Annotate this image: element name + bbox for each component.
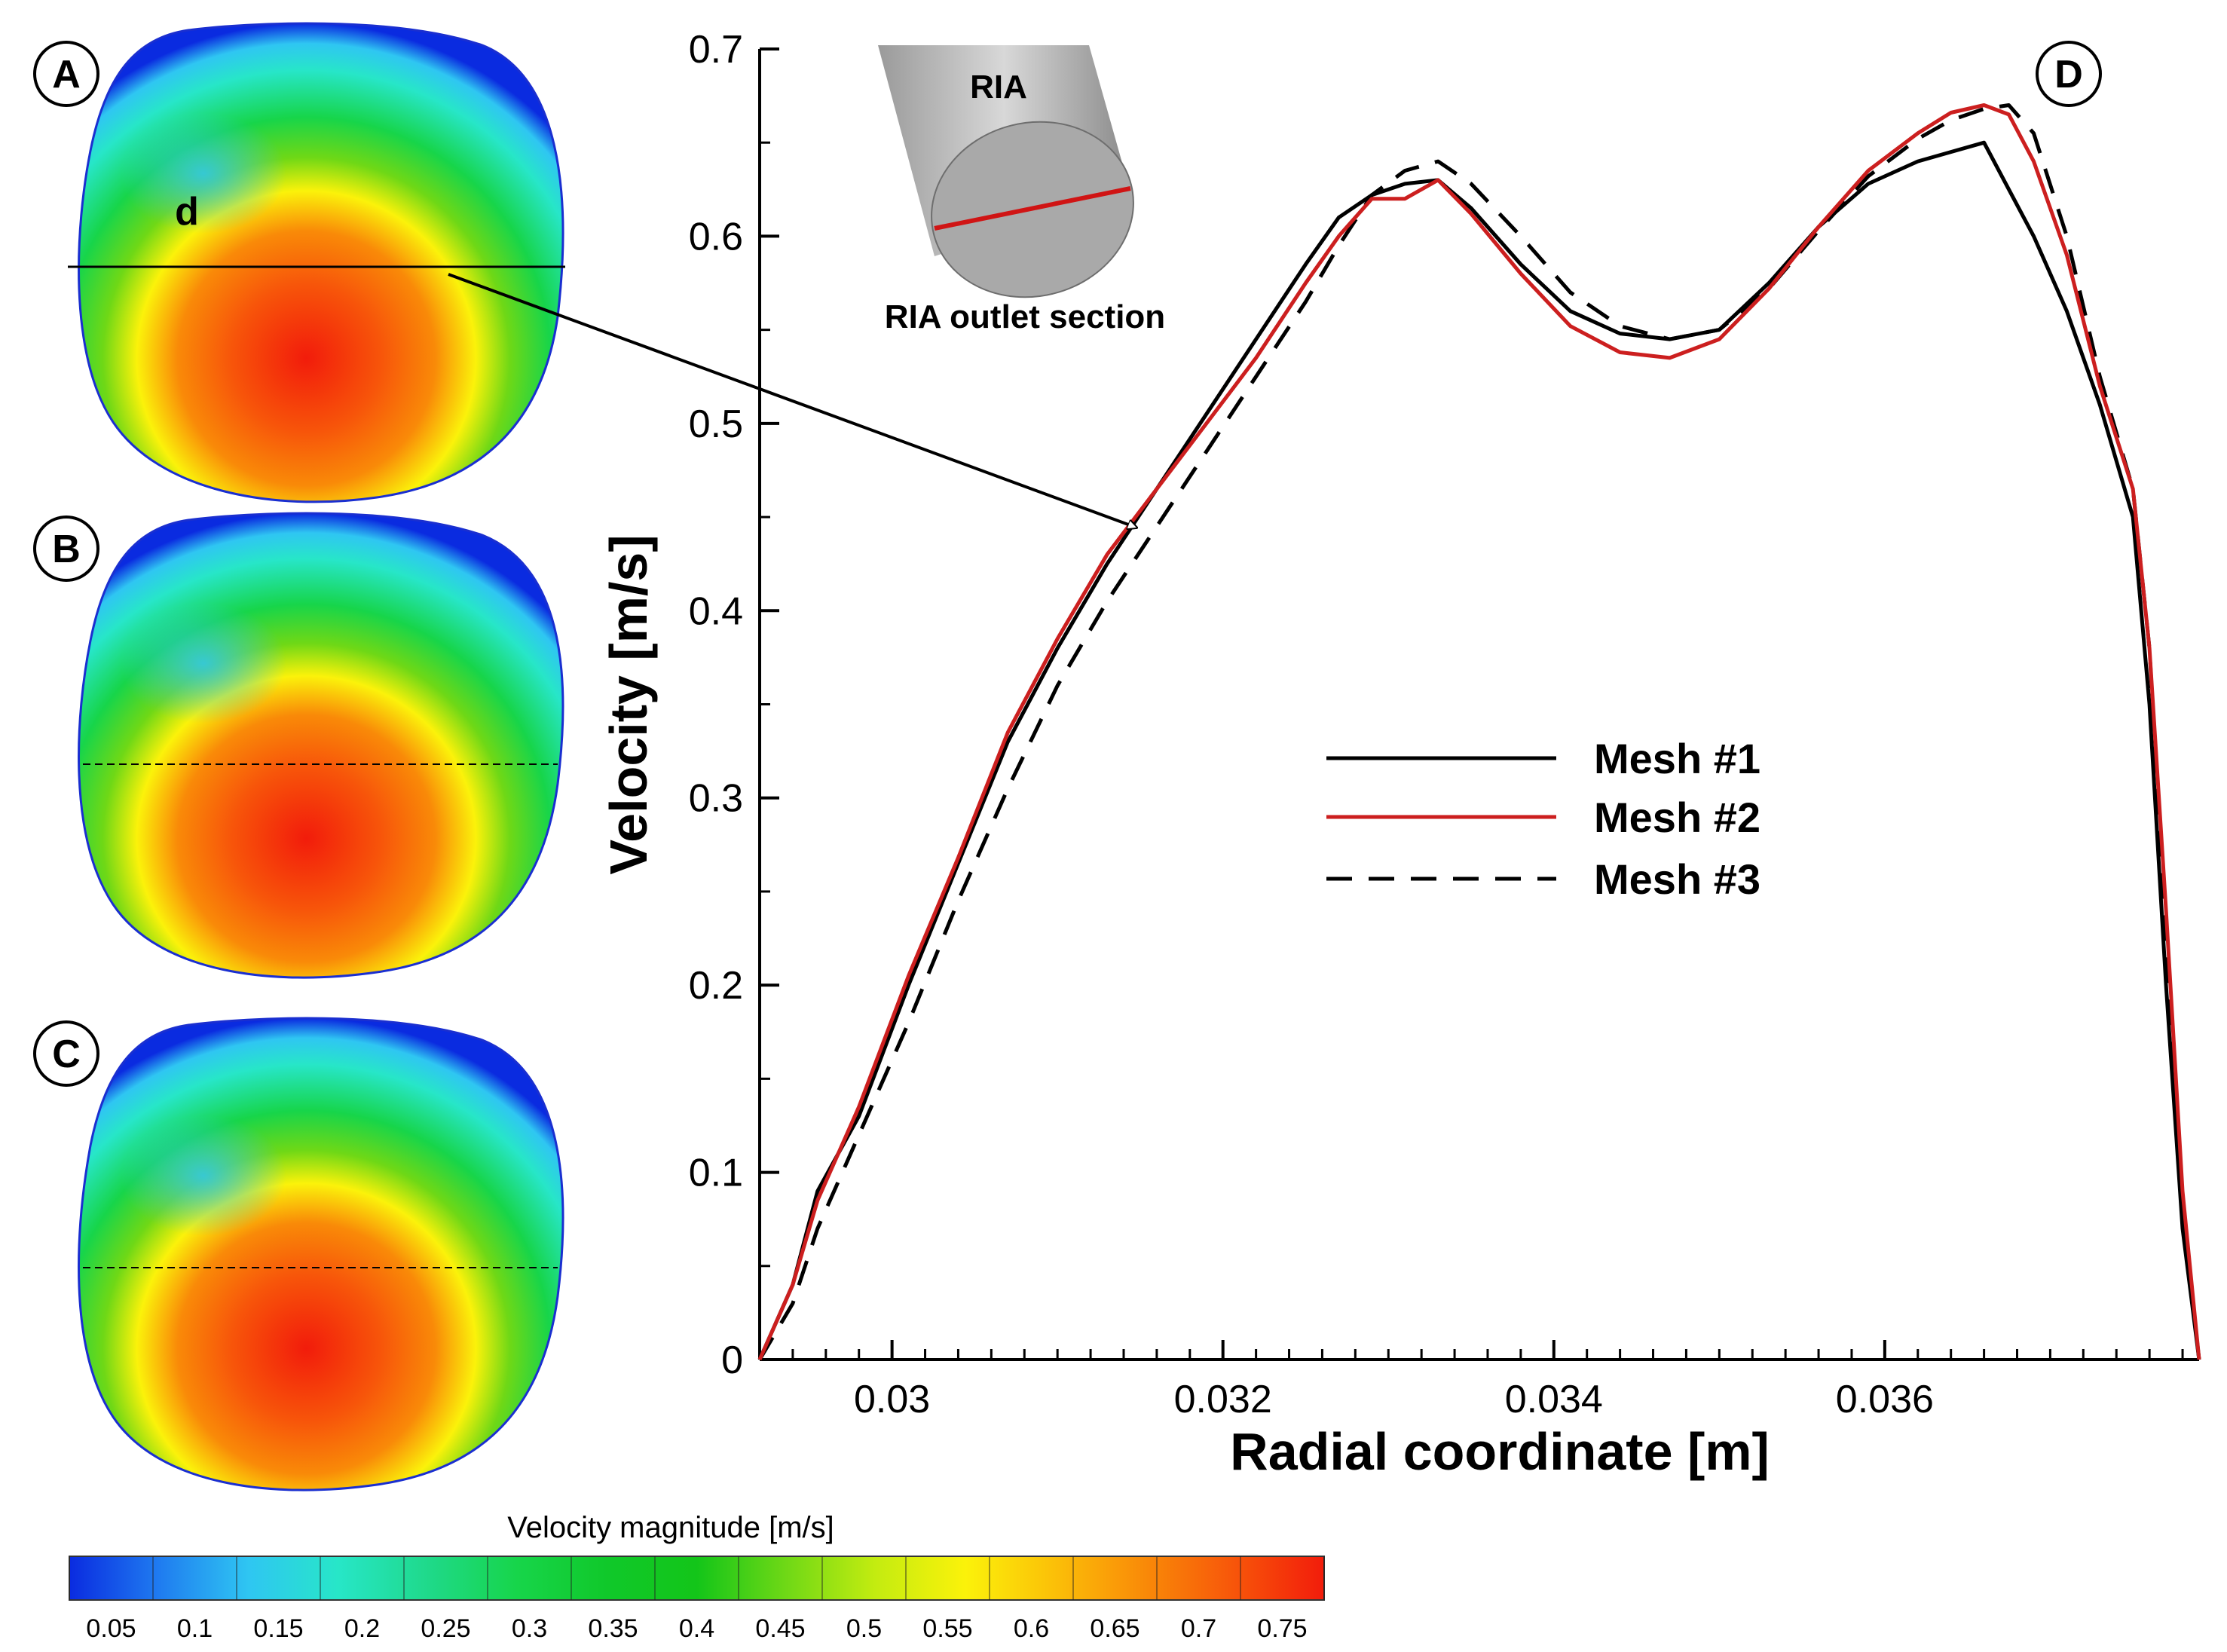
x-axis-ticks: 0.03 0.032 0.034 0.036 <box>791 1340 2184 1421</box>
outlet-sampling-line <box>934 186 1131 231</box>
contour-blob <box>78 1017 564 1491</box>
colorbar-tick-label: 0.25 <box>421 1614 470 1643</box>
colorbar-tick-label: 0.4 <box>679 1614 714 1643</box>
colorbar-tick-label: 0.3 <box>512 1614 547 1643</box>
contour-blob <box>78 512 564 979</box>
y-tick-label: 0.5 <box>689 402 743 446</box>
x-axis-label: Radial coordinate [m] <box>1230 1422 1770 1481</box>
panel-label-circle <box>33 41 99 107</box>
y-tick-label: 0 <box>721 1338 743 1382</box>
x-tick-label: 0.034 <box>1505 1378 1603 1421</box>
y-tick-label: 0.2 <box>689 964 743 1008</box>
colorbar-ticks: 0.05 0.1 0.15 0.2 0.25 0.3 0.35 0.4 0.45 0.5 0.55 0… <box>69 1556 1325 1643</box>
y-tick-label: 0.1 <box>689 1152 743 1195</box>
line-chart: 00.10.20.30.40.50.60.7 0.03 0.032 0.034 0.0… <box>599 28 2201 1481</box>
panel-label-circle <box>33 515 99 582</box>
legend-label-mesh-2: Mesh #2 <box>1594 794 1760 841</box>
y-axis-label: Velocity [m/s] <box>599 534 658 874</box>
colorbar-tick-label: 0.2 <box>344 1614 380 1643</box>
colorbar-tick-label: 0.15 <box>253 1614 303 1643</box>
colorbar-tick-label: 0.1 <box>177 1614 213 1643</box>
colorbar-tick-label: 0.7 <box>1181 1614 1216 1643</box>
inset-label-ria: RIA <box>970 69 1027 106</box>
contour-low-spot <box>121 603 286 724</box>
inset-label-outlet: RIA outlet section <box>885 298 1165 335</box>
contour-blob <box>78 22 564 503</box>
contour-low-spot <box>121 1115 286 1236</box>
panel-label-a: A <box>52 53 81 96</box>
colorbar-tick-label: 0.05 <box>86 1614 136 1643</box>
legend-label-mesh-3: Mesh #3 <box>1594 855 1760 903</box>
x-tick-label: 0.032 <box>1174 1378 1272 1421</box>
colorbar-tick-label: 0.6 <box>1014 1614 1049 1643</box>
legend: Mesh #1 Mesh #2 Mesh #3 <box>1326 735 1760 903</box>
series-line-mesh-3 <box>757 103 2201 1361</box>
connector-arrow <box>448 273 1136 528</box>
colorbar-strip <box>69 1556 1325 1601</box>
contour-low-spot <box>121 113 286 234</box>
colorbar-tick-label: 0.55 <box>922 1614 972 1643</box>
panel-label-d-group: D <box>2036 41 2102 107</box>
y-axis-ticks: 0 0.1 0.2 0.3 0.4 0.5 0.6 0.7 <box>689 28 779 1382</box>
contour-panel-c: C <box>33 1017 564 1491</box>
y-tick-label: 0.6 <box>689 215 743 259</box>
series-line-mesh-1 <box>757 140 2201 1361</box>
contour-panel-b: B <box>33 512 564 979</box>
colorbar-tick-label: 0.45 <box>755 1614 805 1643</box>
series-layer <box>757 103 2201 1361</box>
panel-label-circle <box>2036 41 2102 107</box>
colorbar-title: Velocity magnitude [m/s] <box>507 1511 834 1544</box>
y-tick-label: 0.4 <box>689 589 743 633</box>
y-tick-label: 0.3 <box>689 777 743 821</box>
panel-label-c: C <box>52 1032 81 1076</box>
colorbar-tick-label: 0.35 <box>588 1614 638 1643</box>
series-line-mesh-2 <box>757 103 2201 1361</box>
y-tick-label: 0.7 <box>689 28 743 72</box>
ria-inset: RIA RIA outlet section <box>878 45 1165 335</box>
panel-label-d: D <box>2054 53 2083 96</box>
contour-panel-a: A d <box>33 22 565 503</box>
colorbar-tick-label: 0.5 <box>846 1614 882 1643</box>
contour-marker-d: d <box>175 190 199 234</box>
x-tick-label: 0.03 <box>854 1378 930 1421</box>
panel-label-b: B <box>52 528 81 571</box>
colorbar: Velocity magnitude [m/s] 0.05 0.1 0.15 0.2 0… <box>69 1511 1325 1643</box>
legend-label-mesh-1: Mesh #1 <box>1594 735 1760 782</box>
colorbar-tick-label: 0.75 <box>1257 1614 1307 1643</box>
colorbar-tick-label: 0.65 <box>1090 1614 1140 1643</box>
panel-label-circle <box>33 1020 99 1087</box>
x-tick-label: 0.036 <box>1836 1378 1934 1421</box>
